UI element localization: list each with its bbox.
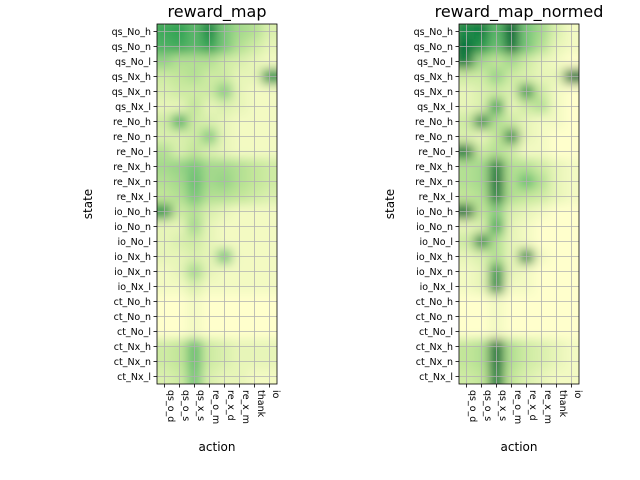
y-tick-label: qs_Nx_n bbox=[112, 87, 151, 98]
x-tick-labels: qs_o_d qs_o_s qs_x_s re_o_m re_x_d re_x_m than… bbox=[466, 384, 583, 424]
y-tick-label: re_Nx_n bbox=[113, 177, 151, 188]
y-tick-labels: qs_No_h qs_No_n qs_No_l qs_Nx_h qs_Nx_n qs_Nx… bbox=[112, 27, 157, 383]
y-tick-label: io_No_l bbox=[117, 237, 151, 248]
y-tick-label: re_No_l bbox=[116, 147, 151, 158]
y-tick-label: ct_Nx_l bbox=[419, 372, 453, 383]
y-tick-label: ct_Nx_n bbox=[416, 357, 453, 368]
x-tick-label: re_x_m bbox=[240, 390, 251, 424]
y-tick-label: qs_No_h bbox=[414, 27, 453, 38]
y-tick-label: re_Nx_l bbox=[117, 192, 151, 203]
y-tick-label: qs_Nx_n bbox=[414, 87, 453, 98]
y-tick-label: ct_No_l bbox=[117, 327, 151, 338]
y-tick-label: io_No_h bbox=[416, 207, 453, 218]
grid-lines bbox=[157, 24, 277, 384]
y-tick-label: re_No_h bbox=[415, 117, 453, 128]
y-tick-label: qs_No_n bbox=[112, 42, 151, 53]
x-tick-label: io bbox=[270, 390, 281, 399]
y-tick-label: io_No_l bbox=[419, 237, 453, 248]
x-tick-label: qs_x_s bbox=[195, 390, 206, 421]
x-tick-label: io bbox=[572, 390, 583, 399]
chart-title: reward_map_normed bbox=[435, 2, 604, 22]
x-tick-label: re_o_m bbox=[210, 390, 221, 424]
x-tick-label: re_x_d bbox=[225, 390, 236, 421]
x-tick-label: re_x_m bbox=[542, 390, 553, 424]
x-tick-label: qs_o_s bbox=[482, 390, 493, 421]
y-tick-label: io_No_n bbox=[416, 222, 453, 233]
plot-frame bbox=[458, 23, 580, 385]
y-tick-label: re_No_n bbox=[415, 132, 453, 143]
x-tick-label: re_x_d bbox=[527, 390, 538, 421]
y-tick-label: qs_No_n bbox=[414, 42, 453, 53]
x-tick-label: qs_o_d bbox=[467, 390, 478, 422]
y-tick-label: ct_No_l bbox=[419, 327, 453, 338]
y-tick-label: ct_No_h bbox=[114, 297, 151, 308]
y-tick-label: io_Nx_n bbox=[416, 267, 453, 278]
y-tick-label: io_Nx_h bbox=[416, 252, 453, 263]
heatmap-cell bbox=[262, 369, 277, 384]
y-tick-label: re_No_n bbox=[113, 132, 151, 143]
y-tick-label: io_Nx_n bbox=[114, 267, 151, 278]
heatmap-cells bbox=[157, 24, 277, 384]
y-tick-label: re_Nx_l bbox=[419, 192, 453, 203]
y-tick-label: qs_No_h bbox=[112, 27, 151, 38]
chart-panel-reward-map: reward_map qs_No_hqs_No_nqs_No_lqs_Nx_hq… bbox=[81, 2, 281, 454]
y-tick-label: ct_Nx_h bbox=[416, 342, 453, 353]
y-tick-label: io_No_h bbox=[114, 207, 151, 218]
plot-frame bbox=[156, 23, 278, 385]
y-tick-label: io_Nx_l bbox=[420, 282, 453, 293]
y-tick-label: qs_No_l bbox=[115, 57, 151, 68]
y-tick-label: ct_Nx_h bbox=[114, 342, 151, 353]
y-tick-label: ct_Nx_n bbox=[114, 357, 151, 368]
y-tick-label: ct_No_n bbox=[416, 312, 453, 323]
heatmap-cell bbox=[459, 369, 475, 384]
x-tick-labels: qs_o_d qs_o_s qs_x_s re_o_m re_x_d re_x_m than… bbox=[164, 384, 281, 424]
heatmap-cell bbox=[157, 369, 173, 384]
y-axis-label: state bbox=[81, 189, 95, 219]
grid-lines bbox=[459, 24, 579, 384]
y-tick-label: re_Nx_h bbox=[113, 162, 151, 173]
y-tick-labels: qs_No_h qs_No_n qs_No_l qs_Nx_h qs_Nx_n qs_Nx… bbox=[414, 27, 459, 383]
x-tick-label: qs_x_s bbox=[497, 390, 508, 421]
x-tick-label: qs_o_s bbox=[180, 390, 191, 421]
x-tick-label: re_o_m bbox=[512, 390, 523, 424]
chart-panel-reward-map-normed: reward_map_normed qs_No_hqs_No_nqs_No_lq… bbox=[383, 2, 603, 454]
y-tick-label: qs_No_l bbox=[417, 57, 453, 68]
y-tick-label: re_Nx_h bbox=[415, 162, 453, 173]
y-tick-label: re_Nx_n bbox=[415, 177, 453, 188]
y-tick-label: ct_No_n bbox=[114, 312, 151, 323]
x-tick-label: thank bbox=[255, 390, 266, 418]
y-tick-label: qs_Nx_h bbox=[112, 72, 151, 83]
y-tick-label: ct_Nx_l bbox=[117, 372, 151, 383]
x-tick-label: thank bbox=[557, 390, 568, 418]
y-tick-label: qs_Nx_h bbox=[414, 72, 453, 83]
y-tick-label: ct_No_h bbox=[416, 297, 453, 308]
chart-title: reward_map bbox=[168, 2, 267, 22]
y-axis-label: state bbox=[383, 189, 397, 219]
y-tick-label: qs_Nx_l bbox=[115, 102, 151, 113]
heatmap-cells bbox=[459, 24, 579, 384]
x-axis-label: action bbox=[199, 440, 236, 454]
y-tick-label: io_Nx_l bbox=[118, 282, 151, 293]
x-axis-label: action bbox=[501, 440, 538, 454]
x-tick-label: qs_o_d bbox=[165, 390, 176, 422]
y-tick-label: re_No_l bbox=[418, 147, 453, 158]
y-tick-label: qs_Nx_l bbox=[417, 102, 453, 113]
y-tick-label: io_No_n bbox=[114, 222, 151, 233]
heatmap-cell bbox=[564, 369, 579, 384]
y-tick-label: io_Nx_h bbox=[114, 252, 151, 263]
y-tick-label: re_No_h bbox=[113, 117, 151, 128]
